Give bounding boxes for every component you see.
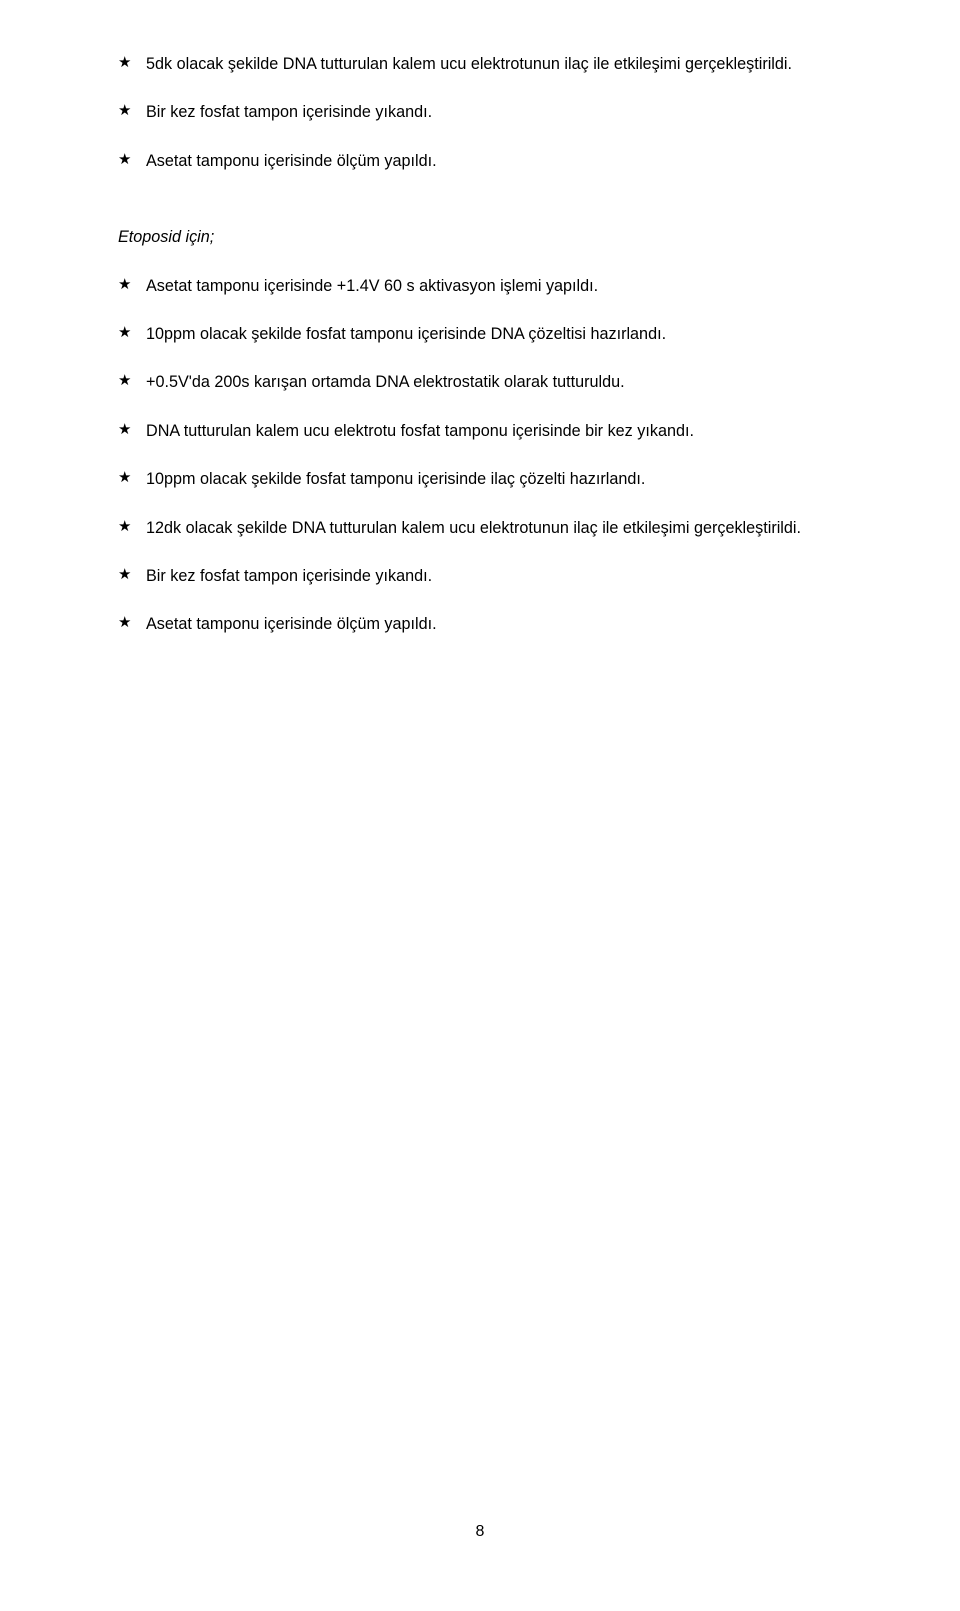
list-item: Asetat tamponu içerisinde +1.4V 60 s akt… — [118, 270, 842, 302]
list-item: 5dk olacak şekilde DNA tutturulan kalem … — [118, 48, 842, 80]
list-item: 10ppm olacak şekilde fosfat tamponu içer… — [118, 463, 842, 495]
page-number: 8 — [0, 1523, 960, 1541]
list-item: Bir kez fosfat tampon içerisinde yıkandı… — [118, 96, 842, 128]
bullet-list-1: 5dk olacak şekilde DNA tutturulan kalem … — [118, 48, 842, 177]
list-item: 10ppm olacak şekilde fosfat tamponu içer… — [118, 318, 842, 350]
list-item: Asetat tamponu içerisinde ölçüm yapıldı. — [118, 145, 842, 177]
bullet-list-2: Asetat tamponu içerisinde +1.4V 60 s akt… — [118, 270, 842, 641]
list-item: Bir kez fosfat tampon içerisinde yıkandı… — [118, 560, 842, 592]
section-heading: Etoposid için; — [118, 221, 842, 253]
list-item: +0.5V'da 200s karışan ortamda DNA elektr… — [118, 366, 842, 398]
list-item: DNA tutturulan kalem ucu elektrotu fosfa… — [118, 415, 842, 447]
list-item: Asetat tamponu içerisinde ölçüm yapıldı. — [118, 608, 842, 640]
list-item: 12dk olacak şekilde DNA tutturulan kalem… — [118, 512, 842, 544]
